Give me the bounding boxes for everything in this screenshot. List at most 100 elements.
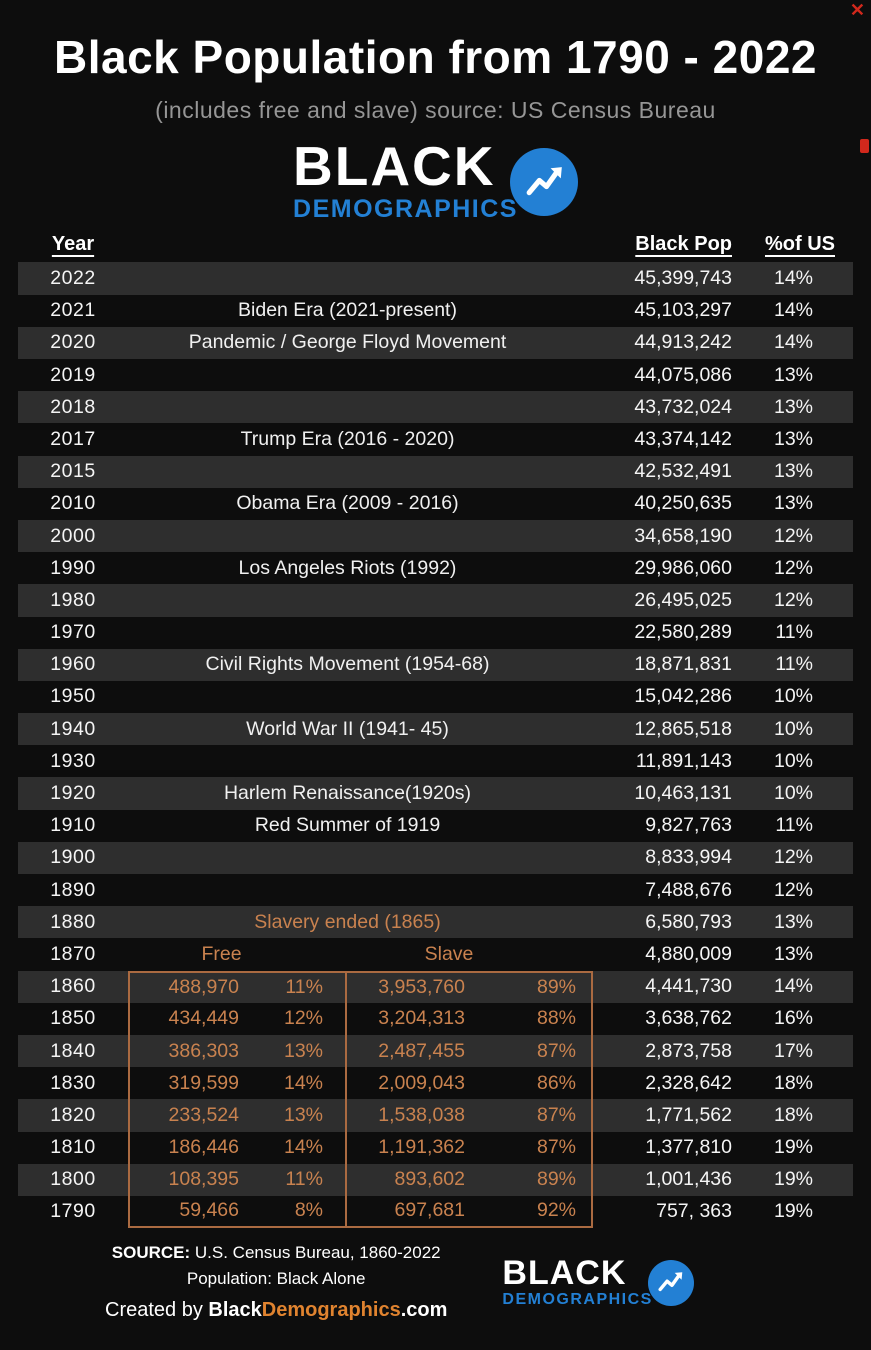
row-year: 2010 <box>50 492 96 515</box>
row-year: 2018 <box>50 395 96 418</box>
row-year: 1850 <box>50 1007 96 1030</box>
table-row: 1930 11,891,143 10% <box>18 745 853 777</box>
brand-demographics: Demographics <box>261 1298 401 1321</box>
slave-column-label: Slave <box>424 942 474 965</box>
table-row: 2022 45,399,743 14% <box>18 262 853 295</box>
row-middle <box>128 584 593 616</box>
row-middle: Pandemic / George Floyd Movement <box>128 327 593 359</box>
row-pct-us: 17% <box>773 1039 813 1062</box>
era-label: World War II (1941- 45) <box>246 717 449 740</box>
era-label: Harlem Renaissance(1920s) <box>223 782 472 805</box>
slave-percent: 89% <box>536 1168 576 1191</box>
footer-logo-demographics-text: DEMOGRAPHICS <box>502 1291 653 1309</box>
row-black-pop: 1,771,562 <box>645 1103 732 1126</box>
free-count: 108,395 <box>168 1168 240 1191</box>
row-pct-us: 18% <box>773 1071 813 1094</box>
row-middle: 186,446 14% 1,191,362 87% <box>128 1131 593 1164</box>
row-middle: Harlem Renaissance(1920s) <box>128 777 593 809</box>
table-row: 1960 Civil Rights Movement (1954-68) 18,… <box>18 648 853 681</box>
free-percent: 11% <box>245 1163 347 1196</box>
row-middle: 434,449 12% 3,204,313 88% <box>128 1002 593 1035</box>
table-row: 1970 22,580,289 11% <box>18 617 853 649</box>
row-black-pop: 40,250,635 <box>634 492 732 515</box>
row-black-pop: 43,374,142 <box>634 427 732 450</box>
table-row: 2000 34,658,190 12% <box>18 519 853 553</box>
era-label: Obama Era (2009 - 2016) <box>236 492 459 515</box>
row-black-pop: 1,001,436 <box>645 1168 732 1191</box>
row-middle: Civil Rights Movement (1954-68) <box>128 649 593 681</box>
table-row: 1870 Free Slave 4,880,009 13% <box>18 938 853 970</box>
table-row: 2017 Trump Era (2016 - 2020) 43,374,142 … <box>18 423 853 455</box>
row-pct-us: 13% <box>773 363 813 386</box>
free-count: 186,446 <box>168 1136 240 1159</box>
close-icon[interactable]: ✕ <box>849 0 865 20</box>
table-row: 1890 7,488,676 12% <box>18 874 853 906</box>
created-line: Created by BlackDemographics.com <box>105 1295 447 1326</box>
table-row: 1810 186,446 14% 1,191,362 87% 1,377,810 19… <box>18 1131 853 1164</box>
table-row: 2021 Biden Era (2021-present) 45,103,297… <box>18 295 853 327</box>
era-label: Los Angeles Riots (1992) <box>238 556 457 579</box>
row-year: 2021 <box>50 299 96 322</box>
row-black-pop: 757, 363 <box>656 1200 732 1223</box>
table-row: 1910 Red Summer of 1919 9,827,763 11% <box>18 810 853 842</box>
slave-percent: 88% <box>536 1007 576 1030</box>
row-middle: Biden Era (2021-present) <box>128 295 593 327</box>
table-row: 2020 Pandemic / George Floyd Movement 44… <box>18 326 853 359</box>
free-percent: 12% <box>245 1002 347 1035</box>
row-year: 1800 <box>50 1168 96 1191</box>
table-header: Year Black Pop %of US <box>18 228 853 260</box>
created-prefix: Created by <box>105 1298 209 1321</box>
row-pct-us: 18% <box>773 1103 813 1126</box>
row-pct-us: 11% <box>775 814 813 837</box>
free-percent: 14% <box>245 1067 347 1100</box>
era-label: Pandemic / George Floyd Movement <box>188 331 507 354</box>
row-black-pop: 7,488,676 <box>645 878 732 901</box>
era-label: Trump Era (2016 - 2020) <box>240 427 455 450</box>
row-black-pop: 18,871,831 <box>634 653 732 676</box>
trend-arrow-icon <box>509 148 578 217</box>
row-black-pop: 29,986,060 <box>634 556 732 579</box>
row-pct-us: 10% <box>773 685 813 708</box>
slave-percent: 89% <box>536 976 576 999</box>
row-pct-us: 12% <box>773 524 813 547</box>
row-middle <box>128 262 593 294</box>
row-middle: 233,524 13% 1,538,038 87% <box>128 1099 593 1132</box>
column-header-black-pop: Black Pop <box>635 233 732 256</box>
row-black-pop: 42,532,491 <box>634 460 732 483</box>
row-black-pop: 12,865,518 <box>634 717 732 740</box>
table-row: 1920 Harlem Renaissance(1920s) 10,463,13… <box>18 777 853 810</box>
table-row: 1860 488,970 11% 3,953,760 89% 4,441,730 14… <box>18 970 853 1003</box>
brand-logo: BLACK DEMOGRAPHICS <box>0 139 871 224</box>
row-pct-us: 19% <box>773 1168 813 1191</box>
slave-count: 3,204,313 <box>378 1007 465 1030</box>
row-year: 1910 <box>50 814 96 837</box>
footer-logo-words: BLACK DEMOGRAPHICS <box>502 1253 653 1309</box>
table-row: 1950 15,042,286 10% <box>18 681 853 713</box>
row-middle <box>128 617 593 649</box>
row-year: 1830 <box>50 1071 96 1094</box>
free-count: 319,599 <box>168 1071 240 1094</box>
row-black-pop: 11,891,143 <box>635 749 732 772</box>
table-row: 2019 44,075,086 13% <box>18 359 853 391</box>
row-middle: Slavery ended (1865) <box>128 906 593 938</box>
table-body: 2022 45,399,743 14% 2021 Biden Era (2021… <box>18 262 853 1229</box>
page-subtitle: (includes free and slave) source: US Cen… <box>155 97 716 124</box>
era-label: Civil Rights Movement (1954-68) <box>205 653 490 676</box>
row-pct-us: 13% <box>773 395 813 418</box>
source-text: U.S. Census Bureau, 1860-2022 <box>190 1243 441 1263</box>
table-row: 2010 Obama Era (2009 - 2016) 40,250,635 … <box>18 488 853 520</box>
row-pct-us: 12% <box>773 588 813 611</box>
row-middle: 59,466 8% 697,681 92% <box>128 1195 593 1229</box>
slave-count: 1,538,038 <box>378 1103 465 1126</box>
free-percent: 8% <box>245 1195 347 1227</box>
era-label: Biden Era (2021-present) <box>238 299 457 322</box>
row-middle <box>128 745 593 777</box>
table-row: 1830 319,599 14% 2,009,043 86% 2,328,642 18… <box>18 1067 853 1100</box>
row-black-pop: 10,463,131 <box>634 782 732 805</box>
row-black-pop: 4,880,009 <box>645 942 732 965</box>
era-label: Red Summer of 1919 <box>254 814 441 837</box>
footer-logo-black-text: BLACK <box>502 1253 627 1292</box>
row-year: 1870 <box>50 942 96 965</box>
row-year: 2020 <box>50 331 96 354</box>
row-year: 1790 <box>50 1200 96 1223</box>
